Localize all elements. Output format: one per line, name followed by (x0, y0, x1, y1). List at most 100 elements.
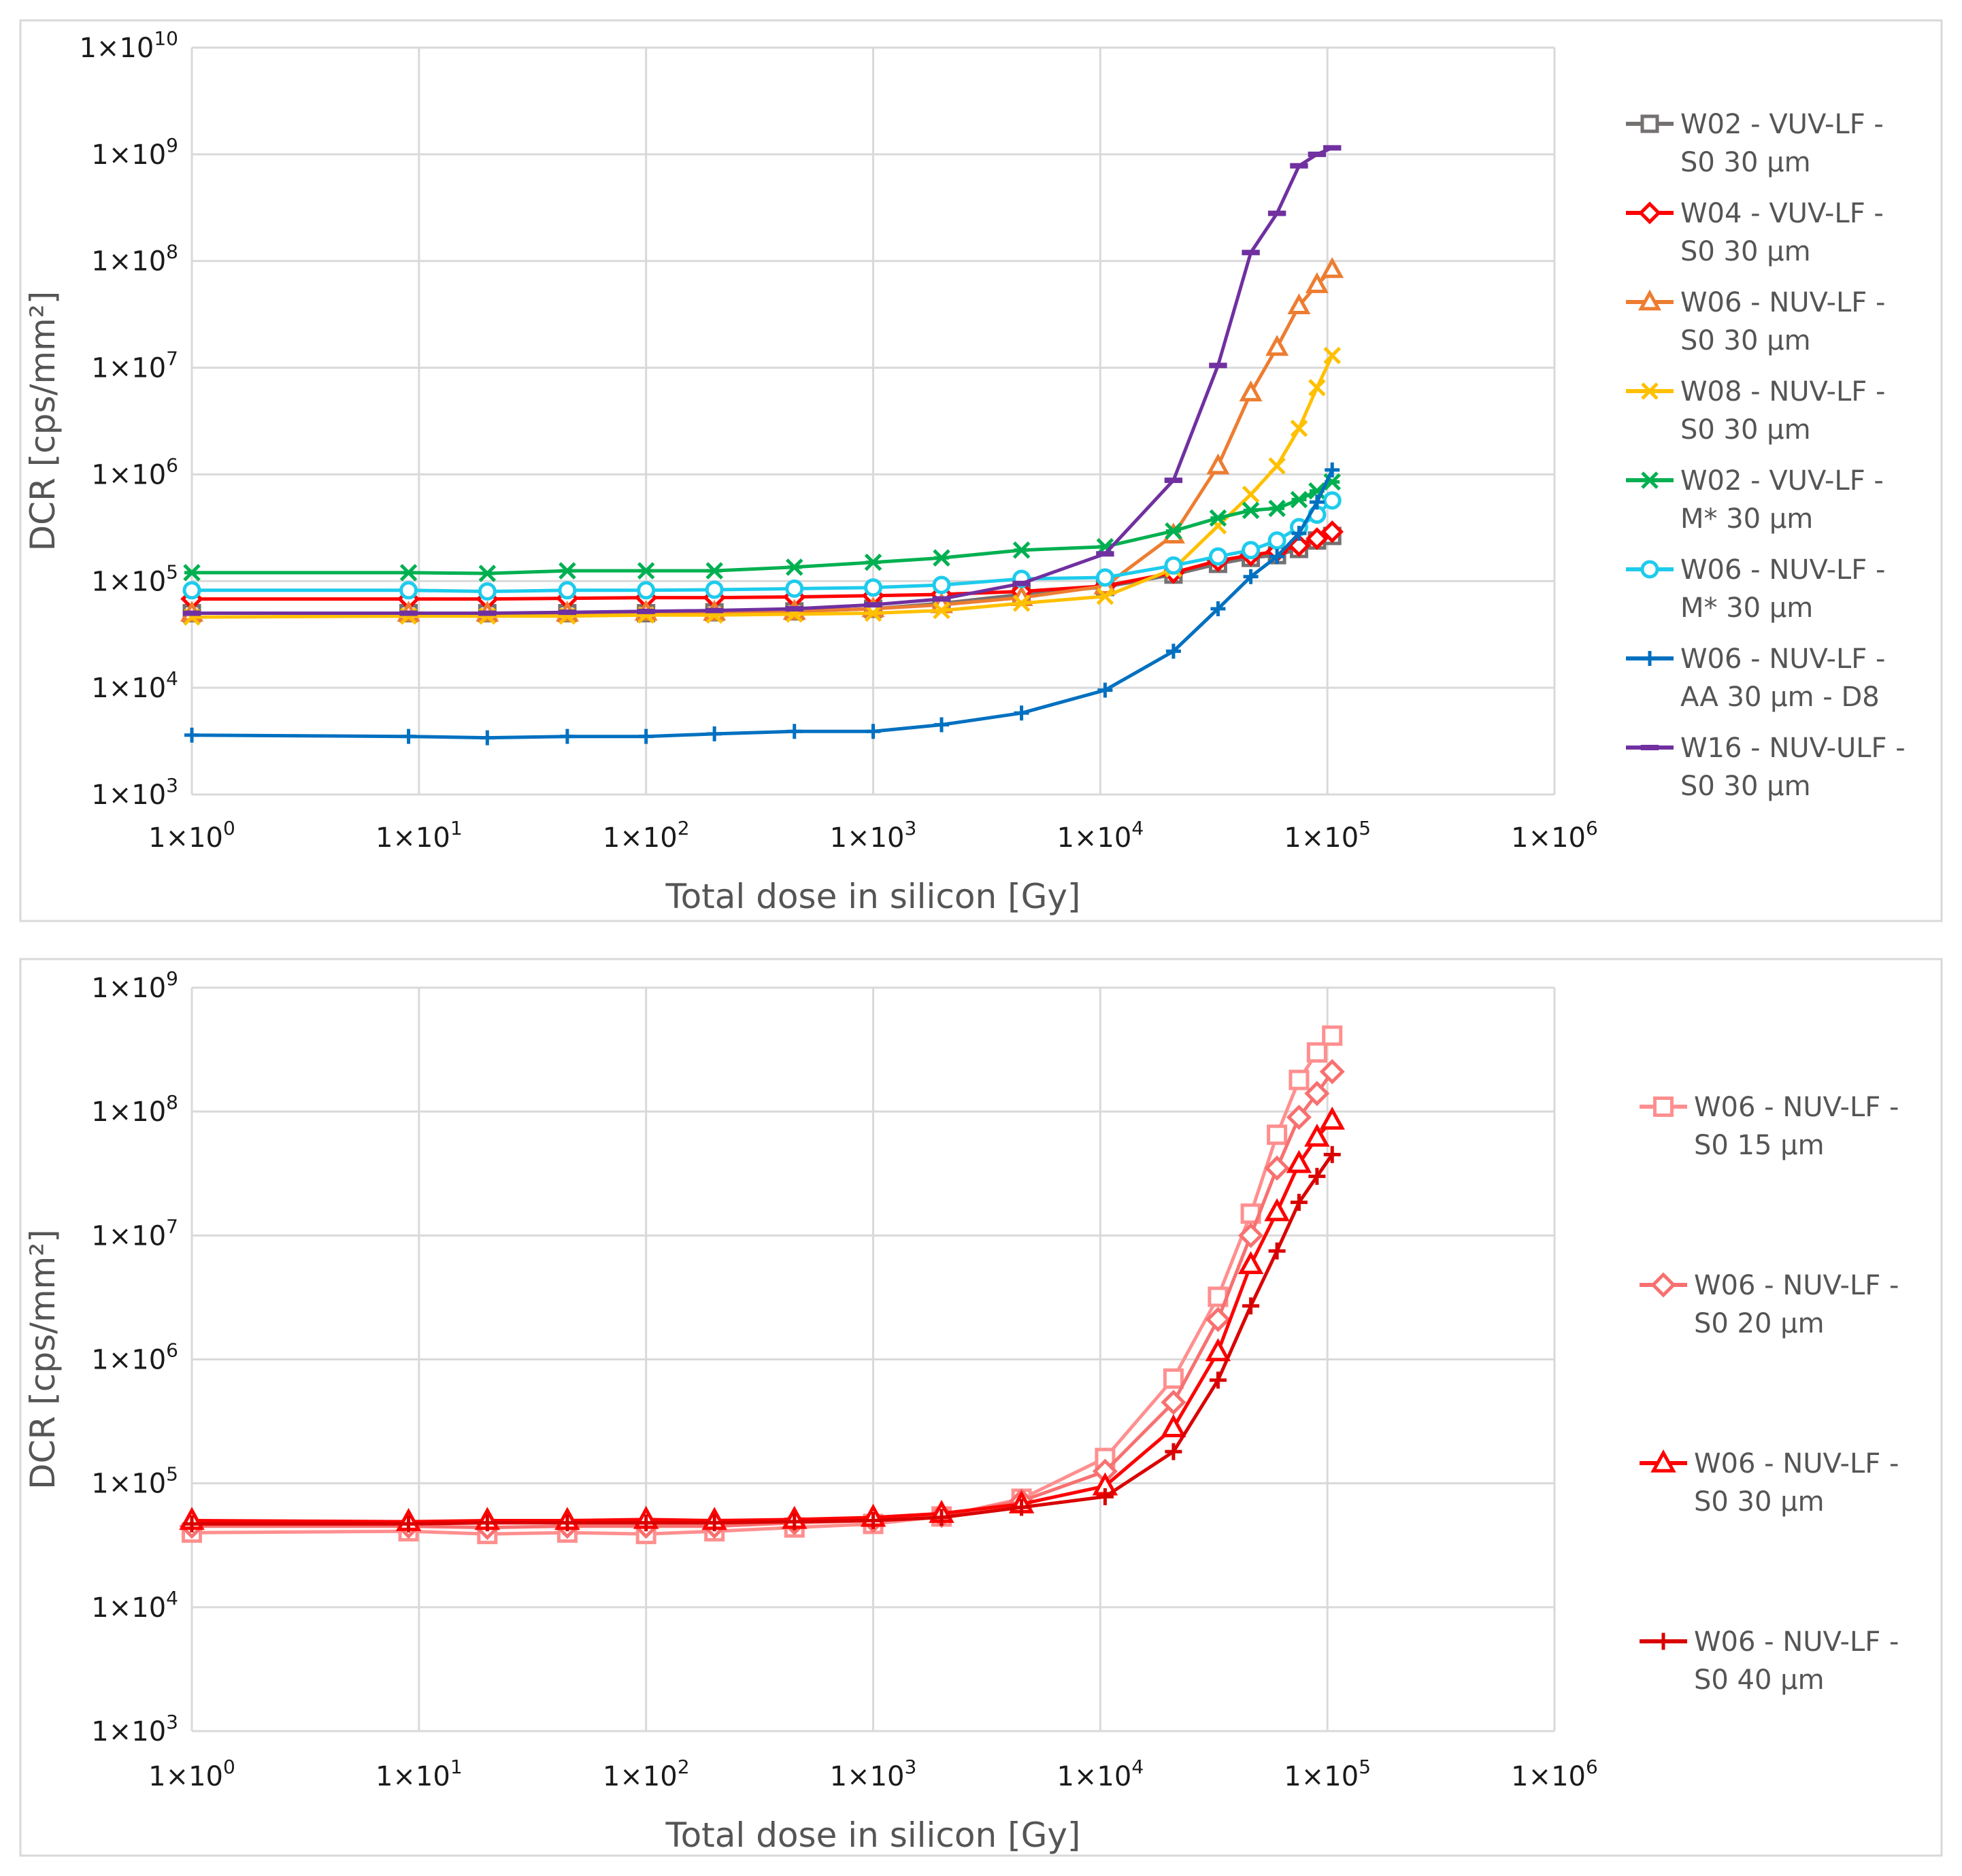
data-point (1205, 1338, 1231, 1362)
data-point (933, 601, 950, 620)
data-point (637, 581, 656, 600)
series-7 (184, 462, 1340, 746)
data-point (864, 553, 882, 571)
series-4 (183, 346, 1342, 626)
x-tick-label: 1×102 (603, 817, 690, 854)
data-point (480, 730, 495, 746)
data-point (1161, 1390, 1186, 1416)
data-point (1165, 1443, 1182, 1460)
data-point (1238, 1222, 1264, 1248)
data-point (1267, 1124, 1288, 1145)
data-point (1265, 335, 1289, 356)
data-point (1290, 490, 1308, 509)
data-point (933, 549, 950, 567)
tick-labels: 1×100 1×101 1×102 1×103 1×104 1×105 1×106 1×103… (79, 27, 1597, 854)
data-point (932, 575, 951, 594)
data-point (1165, 643, 1181, 659)
series-line (191, 354, 1334, 619)
data-point (1268, 457, 1286, 475)
legend-label: S0 30 µm (1680, 414, 1811, 446)
data-point (1243, 569, 1259, 584)
legend-marker (1655, 1632, 1672, 1650)
tick-labels: 1×100 1×101 1×102 1×103 1×104 1×105 1×106 1×103… (91, 967, 1598, 1792)
y-tick-label: 1×107 (91, 348, 178, 384)
data-point (705, 1514, 723, 1532)
data-point (705, 580, 724, 599)
data-point (478, 1514, 496, 1532)
y-tick-label: 1×104 (91, 667, 178, 704)
legend-label: S0 15 µm (1694, 1130, 1825, 1161)
legend-label: W06 - NUV-LF - (1694, 1270, 1899, 1301)
y-axis-title: DCR [cps/mm²] (23, 291, 63, 552)
data-point (1163, 1368, 1184, 1389)
data-point (1161, 1414, 1186, 1437)
legend-marker (1640, 560, 1659, 579)
data-point (1097, 682, 1113, 698)
top-chart: 1×100 1×101 1×102 1×103 1×104 1×105 1×106 1×103… (23, 27, 1906, 916)
data-point (1287, 293, 1311, 315)
data-point (1286, 1104, 1312, 1130)
legend-item: W04 - VUV-LF - S0 30 µm (1626, 198, 1884, 267)
data-point (1012, 594, 1031, 612)
y-tick-label: 1×105 (91, 560, 178, 597)
x-tick-label: 1×103 (830, 1756, 917, 1792)
data-point (1264, 1198, 1290, 1222)
data-point (1242, 501, 1260, 520)
legend-item: W06 - NUV-LF - S0 30 µm (1640, 1448, 1899, 1518)
x-tick-label: 1×101 (376, 1756, 463, 1792)
data-point (1306, 1042, 1327, 1063)
data-point (864, 604, 882, 622)
legend-item: W06 - NUV-LF - AA 30 µm - D8 (1626, 643, 1885, 713)
series-line (192, 1153, 1334, 1526)
data-point (865, 724, 881, 739)
legend-item: W06 - NUV-LF - S0 30 µm (1626, 287, 1885, 356)
data-point (1268, 1242, 1286, 1260)
data-point (864, 578, 882, 597)
data-point (1242, 541, 1261, 560)
legend-label: W06 - NUV-LF - (1694, 1448, 1899, 1479)
y-tick-label: 1×108 (91, 1091, 178, 1128)
legend-marker (1642, 651, 1657, 666)
legend: W02 - VUV-LF - S0 30 µm W04 - VUV-LF - S0 3… (1626, 109, 1906, 802)
x-tick-label: 1×105 (1284, 1756, 1371, 1792)
legend-label: M* 30 µm (1680, 592, 1813, 624)
data-point (637, 562, 655, 580)
legend-label: W04 - VUV-LF - (1680, 198, 1884, 229)
data-point (1239, 380, 1263, 402)
legend-marker (1641, 471, 1659, 489)
data-point (478, 565, 497, 582)
series-line (192, 146, 1333, 615)
data-point (1325, 462, 1340, 478)
data-point (1012, 541, 1031, 559)
data-point (1209, 509, 1227, 527)
data-point (1013, 1498, 1031, 1516)
legend-marker (1650, 1272, 1676, 1298)
x-tick-label: 1×106 (1511, 817, 1598, 854)
x-tick-label: 1×106 (1511, 1756, 1598, 1792)
x-tick-label: 1×105 (1284, 817, 1371, 854)
data-point (1320, 520, 1344, 543)
legend-item: W16 - NUV-ULF - S0 30 µm (1626, 733, 1906, 802)
legend-label: M* 30 µm (1680, 503, 1813, 535)
legend-label: S0 30 µm (1680, 236, 1811, 267)
y-tick-label: 1×106 (91, 454, 178, 490)
data-point (1205, 1307, 1231, 1333)
series-5 (183, 473, 1342, 582)
data-point (1268, 499, 1286, 518)
data-point (865, 1512, 882, 1529)
y-tick-label: 1×109 (91, 134, 178, 171)
data-point (1291, 526, 1307, 541)
legend-item: W06 - NUV-LF - M* 30 µm (1626, 554, 1885, 624)
data-point (1206, 453, 1230, 475)
legend: W06 - NUV-LF - S0 15 µm W06 - NUV-LF - S0 2… (1640, 1092, 1899, 1696)
legend-label: S0 30 µm (1680, 771, 1811, 802)
bottom-chart-frame (19, 958, 1943, 1857)
data-point (1095, 568, 1114, 587)
data-point (785, 579, 804, 598)
data-point (637, 1514, 655, 1532)
data-point (1305, 272, 1329, 293)
data-point (1304, 1123, 1330, 1147)
legend-marker (1638, 289, 1661, 311)
x-tick-label: 1×100 (148, 1756, 235, 1792)
